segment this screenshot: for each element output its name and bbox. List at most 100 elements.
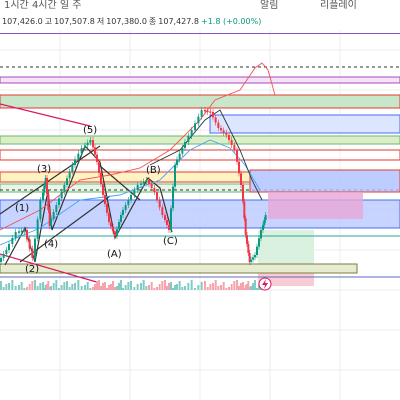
volume-bar (164, 280, 166, 290)
change-value: +1.8 (+0.00%) (201, 17, 262, 26)
red-line-band (0, 149, 400, 161)
candle (130, 195, 132, 200)
volume-bar (136, 284, 139, 290)
candle (96, 154, 98, 162)
volume-bar (209, 284, 212, 290)
candle (48, 210, 51, 226)
wave-label-2: (2) (25, 264, 39, 275)
candle (252, 257, 254, 260)
green-zone-low (258, 230, 314, 266)
volume-bar (214, 280, 217, 290)
ma-line-dark (149, 109, 263, 201)
volume-bar (254, 280, 256, 290)
candle (172, 186, 174, 209)
candle (222, 130, 225, 133)
alert-button[interactable]: 알림 (260, 0, 279, 11)
volume-bar (122, 288, 124, 290)
candle (214, 117, 217, 123)
volume-bar (118, 283, 120, 290)
candle (102, 184, 104, 195)
candle (100, 173, 102, 184)
volume-bar (44, 285, 47, 290)
volume-bar (80, 286, 83, 290)
volume-bar (46, 284, 48, 290)
candle (36, 219, 39, 239)
candle (248, 253, 251, 262)
candle (127, 200, 130, 205)
volume-bar (96, 281, 98, 290)
volume-bar (48, 287, 51, 290)
wave-label-A: (A) (107, 249, 122, 260)
volume-bar (86, 282, 89, 290)
volume-bar (184, 286, 186, 290)
volume-bar (2, 287, 5, 290)
wave-label-C: (C) (163, 236, 178, 247)
candle (158, 199, 161, 208)
candle (118, 222, 120, 229)
volume-bar (233, 281, 236, 290)
candle (120, 215, 122, 222)
candle (250, 259, 252, 262)
volume-bar (34, 280, 36, 290)
volume-bar (206, 287, 209, 290)
candle (77, 153, 80, 160)
volume-bar (238, 286, 240, 290)
volume-bar (100, 286, 102, 290)
volume-bar (244, 285, 247, 290)
candle (206, 110, 209, 113)
candle (240, 173, 242, 185)
volume-bar (106, 288, 108, 290)
volume-bar (104, 282, 106, 290)
open-value: 107,426.0 (2, 17, 43, 26)
volume-bar (50, 286, 52, 290)
volume-bar (20, 282, 23, 290)
candle (156, 192, 158, 200)
volume-bar (43, 288, 46, 290)
volume-bar (247, 281, 250, 290)
volume-bar (102, 283, 104, 290)
candle (263, 220, 266, 225)
volume-bar (120, 280, 122, 290)
candle (148, 180, 150, 184)
candle (236, 150, 238, 162)
timeframe-tabs[interactable]: 1시간 4시간 일 주 (4, 0, 82, 11)
trendline-red-top (0, 103, 91, 127)
candle (262, 225, 264, 230)
close-label: 종 (148, 17, 157, 26)
ma-line-red (0, 62, 276, 231)
candle (55, 205, 58, 212)
candle (174, 165, 176, 187)
trendline-channel-1 (0, 145, 101, 215)
blue-zone-right (249, 169, 400, 193)
volume-bar (55, 280, 58, 290)
candle (108, 213, 110, 222)
candle (181, 148, 184, 154)
candle (8, 244, 10, 250)
low-label: 저 (96, 17, 105, 26)
volume-bar (130, 281, 132, 290)
candle (50, 219, 52, 226)
volume-bar (42, 282, 44, 290)
candle (89, 140, 92, 143)
volume-bar (112, 281, 114, 290)
candle (110, 222, 112, 227)
candle (238, 161, 240, 174)
replay-button[interactable]: 리플레이 (320, 0, 357, 11)
candle (254, 255, 256, 258)
candle (42, 192, 44, 200)
volume-bar (26, 287, 28, 290)
volume-bar (68, 287, 71, 290)
candle (104, 195, 106, 204)
high-label: 고 (44, 17, 53, 26)
candle (217, 122, 220, 128)
candle (220, 128, 222, 131)
high-value: 107,507.8 (54, 17, 95, 26)
magenta-band (0, 76, 400, 84)
volume-bar (153, 288, 156, 290)
volume-bar (158, 284, 161, 290)
volume-bar (108, 285, 110, 290)
lightning-icon[interactable] (258, 277, 272, 291)
volume-bar (74, 283, 76, 290)
candle (184, 142, 186, 148)
